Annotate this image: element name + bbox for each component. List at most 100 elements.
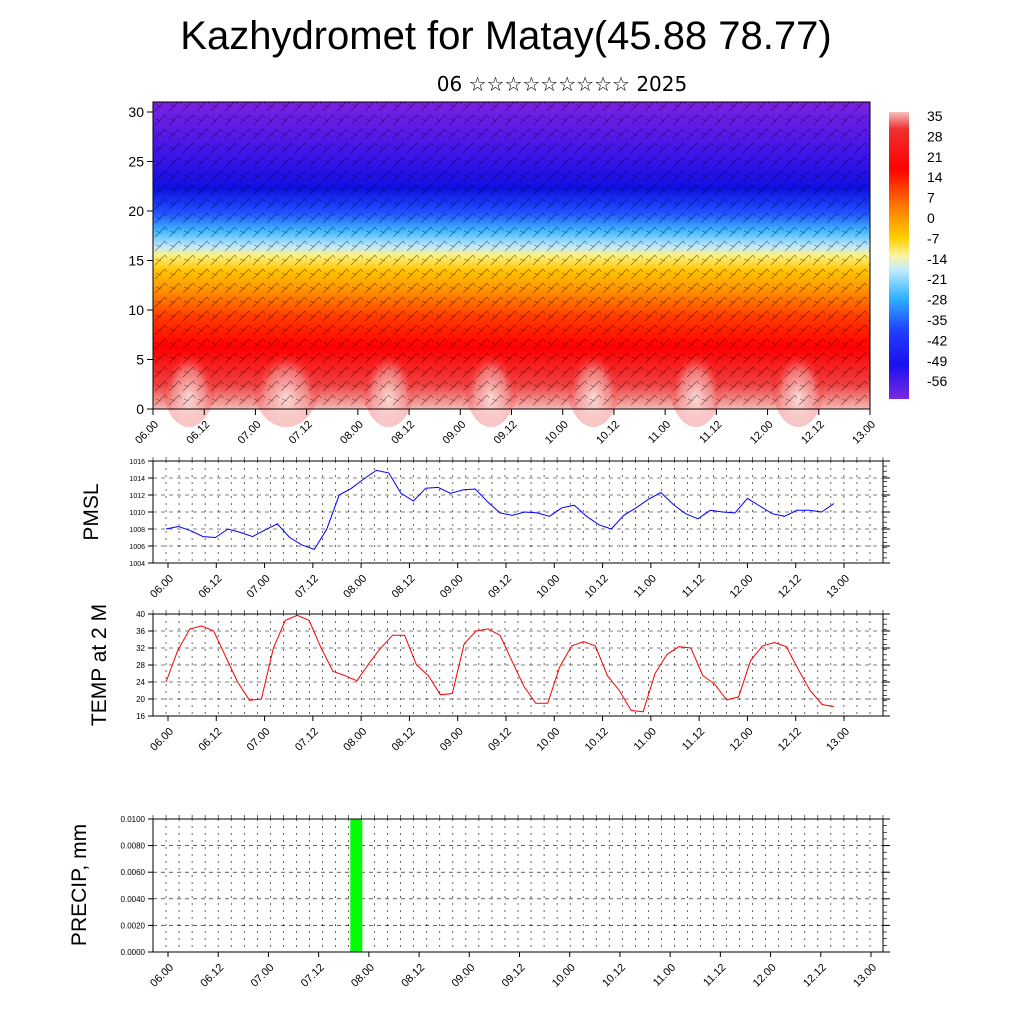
x-tick-label: 06.12: [196, 726, 224, 754]
heatmap-y-tick-label: 10: [128, 302, 144, 318]
colorbar-label: 7: [927, 190, 935, 206]
colorbar-label: -42: [927, 332, 947, 348]
x-tick-label: 07.12: [299, 962, 327, 990]
y-tick-label: 24: [136, 678, 145, 687]
temp-panel: 16 20 24 28 32 36 40 06.00 06.12 07.00 07.12 08.00 0…: [88, 604, 890, 754]
heatmap-y-axis: 0 5 10 15 20 25 30: [128, 104, 153, 417]
x-tick-label: 13.00: [851, 962, 879, 990]
y-tick-label: 0.0040: [121, 895, 146, 904]
precip-bar: [350, 819, 363, 952]
wind-barbs-overlay: [153, 102, 870, 409]
y-tick-label: 0.0000: [121, 948, 146, 957]
x-tick-label: 08.12: [399, 962, 427, 990]
pmsl-axes: 1004 1006 1008 1010 1012 1014 1016 06.00 06.12 07…: [129, 457, 890, 601]
y-tick-label: 36: [136, 627, 145, 636]
colorbar-label: 21: [927, 149, 943, 165]
x-tick-label: 10.00: [550, 962, 578, 990]
x-tick-label: 06.00: [148, 962, 176, 990]
x-tick-label: 12.00: [728, 573, 756, 601]
precip-grid: [153, 819, 883, 952]
heatmap-x-tick-label: 13.00: [850, 419, 878, 447]
heatmap-y-tick-label: 5: [136, 352, 144, 368]
x-tick-label: 10.12: [583, 726, 611, 754]
heatmap-y-tick-label: 30: [128, 104, 144, 120]
colorbar: 35 28 21 14 7 0 -7 -14 -21 -28 -35 -42 -49 -56: [889, 108, 947, 399]
colorbar-scale: [889, 112, 909, 399]
x-tick-label: 09.12: [486, 573, 514, 601]
temp-series-line: [165, 614, 835, 713]
pmsl-y-axis-label: PMSL: [80, 483, 103, 540]
colorbar-label: 28: [927, 128, 943, 144]
x-tick-label: 10.00: [534, 726, 562, 754]
y-tick-label: 1012: [129, 493, 145, 500]
x-tick-label: 11.12: [680, 726, 707, 753]
x-tick-label: 07.12: [293, 573, 321, 601]
x-tick-label: 11.12: [680, 573, 707, 600]
y-tick-label: 1006: [129, 544, 145, 551]
y-tick-label: 28: [136, 661, 145, 670]
heatmap-x-tick-label: 07.00: [236, 419, 264, 447]
heatmap-y-tick-label: 15: [128, 253, 144, 269]
x-tick-label: 09.00: [438, 573, 466, 601]
x-tick-label: 08.00: [341, 726, 369, 754]
page-title: Kazhydromet for Matay(45.88 78.77): [180, 14, 832, 58]
x-tick-label: 11.00: [651, 962, 678, 989]
colorbar-label: -7: [927, 230, 940, 246]
heatmap-x-tick-label: 11.00: [646, 419, 673, 446]
x-tick-label: 13.00: [824, 573, 852, 601]
y-tick-label: 20: [136, 695, 145, 704]
page-subtitle: 06 ☆☆☆☆☆☆☆☆☆ 2025: [436, 72, 688, 96]
x-tick-label: 07.12: [293, 726, 321, 754]
x-tick-label: 08.12: [390, 726, 418, 754]
heatmap-x-tick-label: 08.00: [338, 419, 366, 447]
y-tick-label: 1016: [129, 459, 145, 466]
x-tick-label: 13.00: [824, 726, 852, 754]
x-tick-label: 09.12: [486, 726, 514, 754]
x-tick-label: 08.00: [349, 962, 377, 990]
x-tick-label: 11.00: [632, 726, 659, 753]
x-tick-label: 07.00: [245, 726, 273, 754]
colorbar-label: 14: [927, 169, 943, 185]
colorbar-label: 35: [927, 108, 943, 124]
precip-axes: 0.0000 0.0020 0.0040 0.0060 0.0080 0.0100 06.0…: [121, 815, 890, 990]
x-tick-label: 08.00: [341, 573, 369, 601]
x-tick-label: 06.00: [148, 726, 176, 754]
y-tick-label: 0.0100: [121, 815, 146, 824]
heatmap-x-tick-label: 09.00: [440, 419, 468, 447]
y-tick-label: 0.0060: [121, 868, 146, 877]
x-tick-label: 12.00: [751, 962, 779, 990]
precip-panel: 0.0000 0.0020 0.0040 0.0060 0.0080 0.0100 06.0…: [68, 815, 890, 990]
x-tick-label: 12.12: [801, 962, 829, 990]
heatmap-y-tick-label: 25: [128, 154, 144, 170]
y-tick-label: 32: [136, 644, 145, 653]
x-tick-label: 06.00: [148, 573, 176, 601]
y-tick-label: 1010: [129, 510, 145, 517]
y-tick-label: 1004: [129, 561, 145, 568]
pmsl-series-line: [165, 469, 835, 551]
x-tick-label: 12.12: [776, 726, 804, 754]
x-tick-label: 07.00: [245, 573, 273, 601]
x-tick-label: 12.12: [776, 573, 804, 601]
y-tick-label: 0.0080: [121, 842, 146, 851]
precip-y-axis-label: PRECIP, mm: [68, 824, 91, 946]
y-tick-label: 0.0020: [121, 921, 146, 930]
heatmap-x-tick-label: 10.00: [543, 419, 571, 447]
x-tick-label: 09.12: [500, 962, 528, 990]
x-tick-label: 10.12: [600, 962, 628, 990]
y-tick-label: 40: [136, 610, 145, 619]
pmsl-grid: [153, 461, 883, 563]
temp-grid: [153, 614, 883, 716]
x-tick-label: 06.12: [198, 962, 226, 990]
x-tick-label: 11.00: [632, 573, 659, 600]
x-tick-label: 09.00: [438, 726, 466, 754]
heatmap-y-tick-label: 20: [128, 203, 144, 219]
x-tick-label: 07.00: [249, 962, 277, 990]
temp-y-axis-label: TEMP at 2 M: [88, 604, 111, 726]
y-tick-label: 16: [136, 712, 145, 721]
x-tick-label: 09.00: [449, 962, 477, 990]
colorbar-label: -28: [927, 292, 947, 308]
colorbar-label: -56: [927, 373, 947, 389]
colorbar-label: -14: [927, 251, 947, 267]
x-tick-label: 10.00: [534, 573, 562, 601]
